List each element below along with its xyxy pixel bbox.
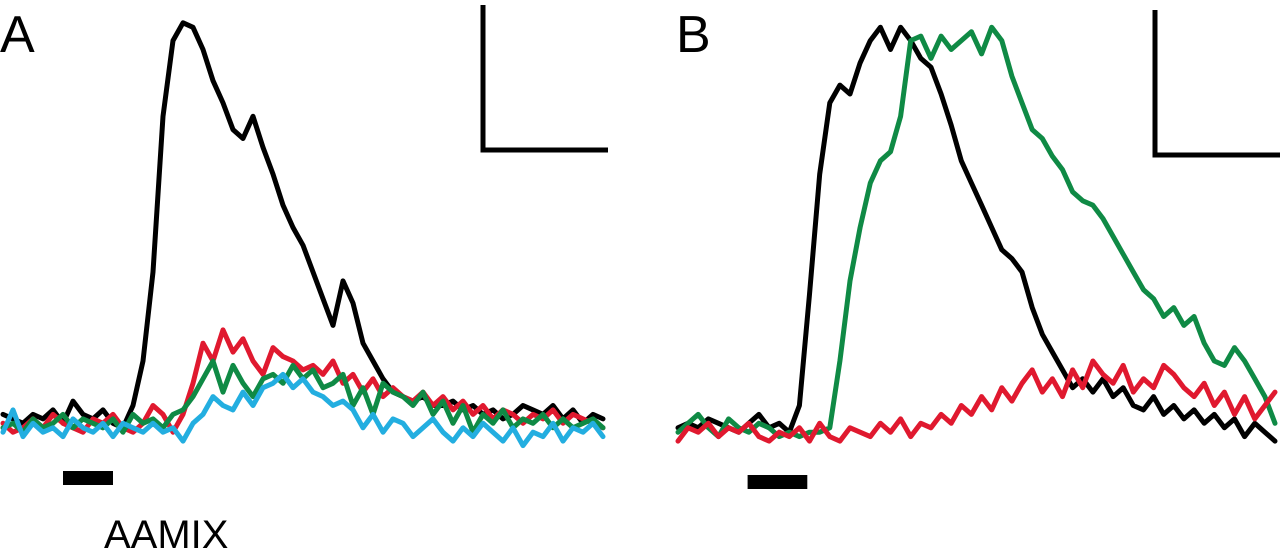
panel-a-label: A (0, 6, 35, 64)
panel-a-trace-blue (0, 371, 606, 449)
panel-b-trace-black (675, 24, 1278, 444)
panel-b-stimulus-bar (747, 475, 808, 489)
panel-a-scale-bar (480, 5, 608, 153)
panel-b-trace-red (675, 358, 1278, 444)
panel-a-stimulus-bar (63, 471, 113, 485)
panel-a-stimulus-label: AAMIX (104, 513, 228, 555)
panel-b-traces (675, 24, 1278, 444)
panel-b-trace-green (675, 24, 1278, 440)
panel-b-label: B (676, 6, 711, 64)
panel-b-scale-bar (1152, 10, 1280, 158)
panel-a-traces (0, 20, 606, 449)
panel-b: B (675, 6, 1280, 489)
panel-a-trace-black (0, 20, 606, 431)
panel-a: A AAMIX (0, 5, 608, 555)
